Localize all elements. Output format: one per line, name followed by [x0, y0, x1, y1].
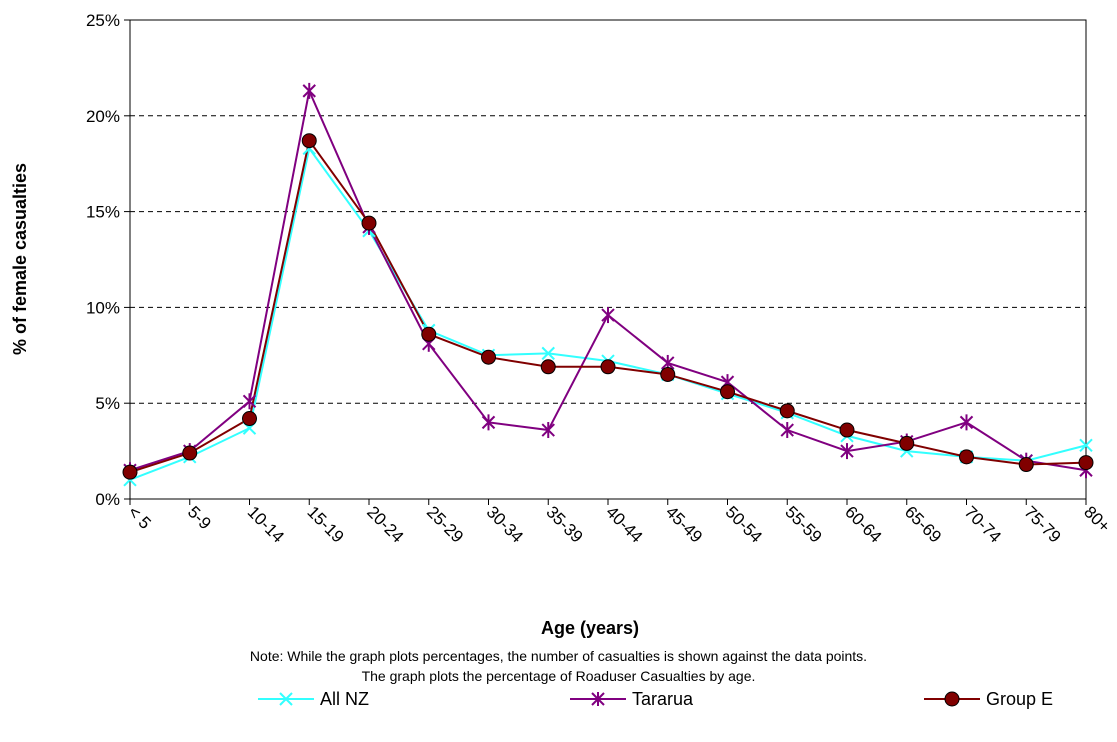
- point-circle: [1018, 457, 1034, 473]
- point-circle: [540, 359, 556, 375]
- x-tick-label: < 5: [124, 502, 154, 532]
- point-circle: [899, 435, 915, 451]
- y-axis-label: % of female casualties: [10, 163, 30, 355]
- data-point-tararua: [541, 422, 555, 439]
- y-tick-label: 10%: [86, 298, 120, 317]
- x-tick-label: 15-19: [303, 502, 347, 546]
- data-point-tararua: [242, 393, 257, 410]
- data-point-tararua: [481, 414, 496, 431]
- data-point-group-e: [540, 359, 556, 375]
- data-point-group-e: [481, 349, 496, 365]
- data-point-all-nz: [1079, 438, 1093, 453]
- x-tick-label: 55-59: [781, 502, 825, 546]
- y-tick-label: 20%: [86, 107, 120, 126]
- point-circle: [959, 449, 974, 465]
- y-tick-label: 15%: [86, 203, 120, 222]
- x-axis-label: Age (years): [541, 618, 639, 638]
- data-point-tararua: [840, 443, 854, 460]
- point-circle: [839, 422, 855, 438]
- x-tick-label: 5-9: [184, 502, 215, 533]
- data-point-group-e: [361, 215, 377, 231]
- data-point-group-e: [1078, 455, 1094, 471]
- x-tick-label: 10-14: [244, 502, 288, 546]
- data-point-group-e: [421, 326, 437, 342]
- point-circle: [361, 215, 377, 231]
- data-point-group-e: [779, 403, 795, 419]
- data-point-tararua: [959, 414, 974, 431]
- x-tick-label: 80+: [1080, 502, 1114, 536]
- legend-marker-star-icon: [570, 692, 626, 706]
- data-point-tararua: [601, 307, 615, 324]
- data-point-tararua: [780, 422, 794, 439]
- data-point-group-e: [660, 366, 676, 382]
- point-stroke: [1079, 438, 1093, 453]
- data-point-group-e: [242, 411, 257, 427]
- plot-area-border: [129, 19, 1087, 500]
- legend-label-tararua: Tararua: [632, 688, 694, 709]
- legend-item-tararua: Tararua: [568, 687, 693, 711]
- point-circle: [600, 359, 616, 375]
- data-point-group-e: [899, 435, 915, 451]
- data-point-tararua: [302, 82, 316, 99]
- legend-item-group-e: Group E: [922, 687, 1053, 711]
- data-point-group-e: [182, 445, 198, 461]
- data-point-group-e: [1018, 457, 1034, 473]
- series-line-tararua: [129, 87, 1087, 472]
- legend-marker-circle-icon: [924, 691, 980, 707]
- x-tick-label: 25-29: [423, 502, 467, 546]
- x-tick-label: 45-49: [662, 502, 706, 546]
- x-tick-label: 50-54: [722, 502, 766, 546]
- x-tick-label: 35-39: [542, 502, 586, 546]
- point-circle: [182, 445, 198, 461]
- point-circle: [242, 411, 257, 427]
- data-point-group-e: [600, 359, 616, 375]
- point-circle: [660, 366, 676, 382]
- data-point-group-e: [122, 464, 138, 480]
- point-circle: [421, 326, 437, 342]
- x-tick-label: 70-74: [961, 502, 1005, 546]
- data-point-group-e: [720, 384, 735, 400]
- data-point-all-nz: [541, 346, 555, 361]
- point-circle: [122, 464, 138, 480]
- data-point-group-e: [959, 449, 974, 465]
- data-point-group-e: [839, 422, 855, 438]
- x-tick-label: 60-64: [841, 502, 885, 546]
- data-point-group-e: [301, 133, 317, 149]
- y-tick-label: 5%: [95, 394, 120, 413]
- series-group: [122, 82, 1094, 487]
- note-line-2: The graph plots the percentage of Roadus…: [361, 668, 756, 684]
- x-tick-label: 40-44: [602, 502, 646, 546]
- point-circle: [779, 403, 795, 419]
- y-tick-label: 0%: [95, 490, 120, 509]
- note-line-1: Note: While the graph plots percentages,…: [249, 648, 868, 664]
- point-circle: [1078, 455, 1094, 471]
- legend-label-group-e: Group E: [986, 688, 1054, 709]
- x-tick-label: 65-69: [901, 502, 945, 546]
- legend-item-all-nz: All NZ: [256, 687, 369, 711]
- point-circle: [481, 349, 496, 365]
- legend-marker-x-icon: [258, 692, 314, 706]
- y-tick-label: 25%: [86, 11, 120, 30]
- x-tick-label: 20-24: [363, 502, 407, 546]
- point-stroke: [541, 346, 555, 361]
- x-tick-label: 75-79: [1020, 502, 1064, 546]
- x-tick-label: 30-34: [483, 502, 527, 546]
- x-axis-ticks: < 5 5-9 10-14 15-19 20-24 25-29 30-34 35-39 40-4…: [124, 499, 1114, 547]
- y-axis-ticks: 0% 5% 10% 15% 20% 25%: [86, 11, 130, 509]
- point-circle: [720, 384, 735, 400]
- series-line-group-e: [129, 138, 1087, 474]
- legend-label-all-nz: All NZ: [320, 688, 369, 709]
- point-circle: [301, 133, 317, 149]
